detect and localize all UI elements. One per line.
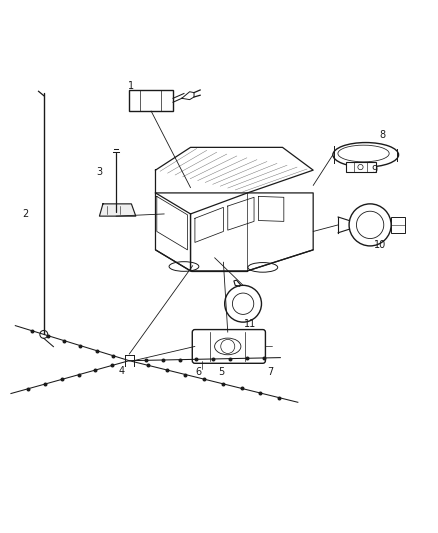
Circle shape xyxy=(40,330,48,338)
Circle shape xyxy=(357,211,384,239)
Point xyxy=(41,380,48,389)
Point xyxy=(226,354,233,363)
Bar xyxy=(391,217,405,233)
Point xyxy=(75,370,82,379)
Point xyxy=(110,351,117,360)
Point xyxy=(193,355,200,364)
Point xyxy=(142,356,149,365)
Point xyxy=(159,356,166,364)
Circle shape xyxy=(225,285,261,322)
Bar xyxy=(129,90,173,111)
Bar xyxy=(346,162,376,172)
Text: 1: 1 xyxy=(128,81,134,91)
Text: 11: 11 xyxy=(244,319,257,329)
Point xyxy=(93,346,100,355)
Point xyxy=(238,384,245,393)
Point xyxy=(77,342,84,350)
Point xyxy=(25,385,32,393)
FancyBboxPatch shape xyxy=(192,329,265,364)
Point xyxy=(60,336,67,345)
Point xyxy=(219,379,226,388)
Circle shape xyxy=(349,204,391,246)
Text: 2: 2 xyxy=(22,209,28,219)
Text: 4: 4 xyxy=(119,366,125,376)
Circle shape xyxy=(358,165,363,169)
Polygon shape xyxy=(99,204,136,216)
Text: 7: 7 xyxy=(268,367,274,377)
Text: 9: 9 xyxy=(372,165,378,175)
Text: 10: 10 xyxy=(374,240,386,251)
Point xyxy=(44,332,51,340)
Point xyxy=(176,356,183,364)
Point xyxy=(201,375,208,383)
Text: 6: 6 xyxy=(195,367,201,377)
Point xyxy=(92,366,99,374)
Point xyxy=(58,375,65,384)
Point xyxy=(28,326,35,335)
Circle shape xyxy=(233,293,254,314)
Ellipse shape xyxy=(338,145,389,162)
Point xyxy=(257,389,264,397)
Point xyxy=(210,354,217,363)
Point xyxy=(145,361,152,369)
Ellipse shape xyxy=(333,142,399,167)
Point xyxy=(109,361,116,369)
Point xyxy=(182,370,189,379)
Point xyxy=(163,366,170,374)
Ellipse shape xyxy=(215,338,241,355)
Text: 5: 5 xyxy=(218,367,224,377)
Point xyxy=(260,354,267,362)
Text: 8: 8 xyxy=(379,130,385,140)
Text: 3: 3 xyxy=(97,167,103,177)
Point xyxy=(276,393,283,402)
Point xyxy=(243,354,250,362)
Circle shape xyxy=(221,340,235,353)
